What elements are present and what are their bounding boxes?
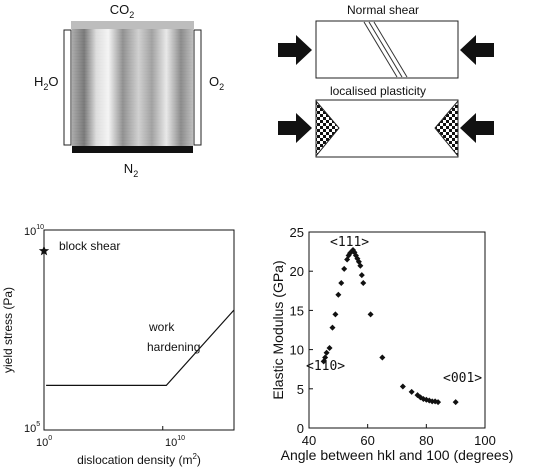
- y-tick-label: 20: [290, 264, 304, 279]
- localised-plasticity-title: localised plasticity: [330, 84, 426, 98]
- data-point: [335, 291, 342, 298]
- y-tick-label: 5: [297, 382, 304, 397]
- data-point: [326, 345, 333, 352]
- x-axis-label: Angle between hkl and 100 (degrees): [281, 447, 514, 463]
- label-001: <001>: [443, 371, 482, 386]
- data-point: [435, 399, 442, 406]
- data-point: [329, 324, 336, 331]
- data-point: [399, 383, 406, 390]
- data-point: [320, 358, 327, 365]
- x-tick-label: 80: [419, 433, 433, 448]
- n2-bar: [72, 146, 193, 153]
- data-point: [367, 311, 374, 318]
- data-point: [345, 252, 352, 259]
- checker-zone-right: [434, 99, 459, 158]
- data-point: [351, 249, 358, 256]
- work-label: work: [148, 320, 175, 334]
- data-point: [417, 394, 424, 401]
- yield-stress-chart: yield stress (Pa) dislocation density (m…: [1, 224, 235, 467]
- y-tick-bottom: 105: [24, 421, 40, 435]
- plot-frame: [308, 231, 486, 429]
- y-tick-label: 15: [290, 303, 304, 318]
- plot-frame: [43, 229, 235, 431]
- label-111: <111>: [330, 235, 369, 250]
- arrow-right-bottom: [460, 113, 494, 143]
- y-axis-label: Elastic Modulus (GPa): [270, 260, 286, 399]
- data-point: [379, 354, 386, 361]
- normal-shear-title: Normal shear: [347, 3, 419, 17]
- elastic-modulus-chart: Elastic Modulus (GPa) Angle between hkl …: [270, 225, 514, 463]
- y-tick-label: 0: [297, 421, 304, 436]
- co2-bar: [71, 21, 194, 29]
- normal-shear-box: [315, 20, 459, 79]
- data-point: [408, 388, 415, 395]
- data-point: [332, 311, 339, 318]
- arrow-right-top: [460, 35, 494, 65]
- y-tick-top: 1010: [24, 224, 44, 238]
- data-point: [452, 399, 459, 406]
- data-point: [360, 279, 367, 286]
- h2o-label: H2O: [34, 74, 59, 92]
- x-tick-label: 40: [302, 433, 316, 448]
- y-tick-label: 10: [290, 343, 304, 358]
- hardening-label: hardening: [147, 340, 200, 354]
- n2-label: N2: [124, 161, 138, 179]
- sample-diagram: CO2 H2O O2 N2: [34, 2, 224, 179]
- label-110: <110>: [306, 359, 345, 374]
- yield-stress-line: [46, 309, 235, 386]
- y-tick-label: 25: [290, 225, 304, 240]
- data-point: [357, 262, 364, 269]
- x-tick-label: 60: [360, 433, 374, 448]
- data-point: [341, 265, 348, 272]
- x-tick-left: 100: [36, 435, 52, 449]
- arrow-left-top: [278, 35, 312, 65]
- o2-bar: [193, 29, 202, 146]
- o2-label: O2: [209, 74, 224, 92]
- data-point: [338, 279, 345, 286]
- x-tick-label: 100: [474, 433, 496, 448]
- h2o-bar: [63, 29, 72, 146]
- block-shear-label: block shear: [59, 239, 120, 253]
- x-tick-mid: 1010: [165, 435, 185, 449]
- data-point: [358, 272, 365, 279]
- y-axis-label: yield stress (Pa): [1, 287, 15, 373]
- x-axis-label: dislocation density (m2): [77, 452, 201, 467]
- data-point: [323, 349, 330, 356]
- block-shear-marker: [38, 245, 50, 256]
- data-point: [352, 252, 359, 259]
- localised-box: [315, 99, 459, 158]
- shear-band: [363, 21, 408, 78]
- shear-diagram: Normal shear localised plasticity: [278, 3, 494, 158]
- data-point: [322, 354, 329, 361]
- checker-zone-left: [315, 99, 340, 158]
- arrow-left-bottom: [278, 113, 312, 143]
- co2-label: CO2: [110, 2, 135, 20]
